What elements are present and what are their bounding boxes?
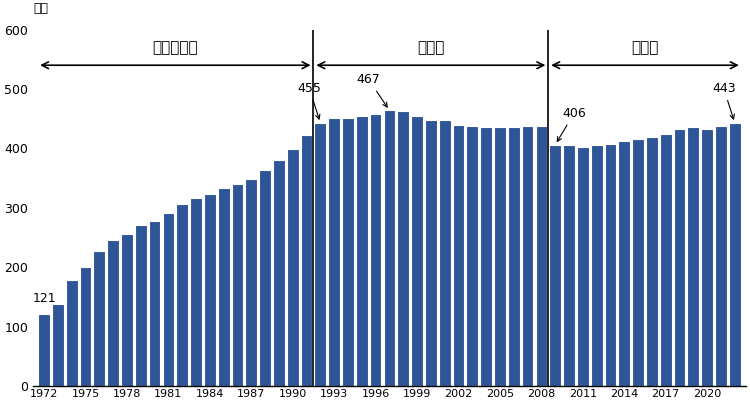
- Bar: [66, 280, 77, 386]
- Bar: [273, 160, 285, 386]
- Bar: [260, 170, 271, 386]
- Bar: [646, 137, 658, 386]
- Bar: [232, 184, 243, 386]
- Bar: [80, 267, 92, 386]
- Bar: [466, 126, 478, 386]
- Bar: [370, 114, 382, 386]
- Text: 406: 406: [557, 107, 586, 141]
- Bar: [508, 127, 520, 386]
- Bar: [356, 116, 368, 386]
- Bar: [674, 129, 686, 386]
- Text: 443: 443: [712, 82, 736, 119]
- Bar: [439, 120, 451, 386]
- Text: 停滞期: 停滞期: [417, 40, 445, 55]
- Bar: [94, 251, 105, 386]
- Bar: [342, 118, 354, 386]
- Bar: [411, 116, 423, 386]
- Bar: [38, 314, 50, 386]
- Bar: [632, 139, 644, 386]
- Bar: [190, 198, 202, 386]
- Bar: [217, 188, 229, 386]
- Bar: [688, 127, 699, 386]
- Bar: [549, 145, 561, 386]
- Text: 121: 121: [32, 292, 56, 305]
- Bar: [591, 145, 602, 386]
- Bar: [563, 145, 575, 386]
- Bar: [660, 134, 671, 386]
- Text: 455: 455: [297, 82, 321, 119]
- Bar: [604, 143, 616, 386]
- Bar: [328, 118, 340, 386]
- Bar: [453, 125, 464, 386]
- Bar: [176, 204, 188, 386]
- Bar: [121, 234, 133, 386]
- Bar: [107, 241, 119, 386]
- Bar: [494, 127, 506, 386]
- Bar: [135, 225, 147, 386]
- Bar: [398, 111, 409, 386]
- Bar: [301, 135, 313, 386]
- Text: 467: 467: [357, 73, 387, 107]
- Bar: [52, 304, 64, 386]
- Bar: [729, 123, 741, 386]
- Bar: [383, 110, 395, 386]
- Text: 回復期: 回復期: [632, 40, 658, 55]
- Bar: [286, 149, 298, 386]
- Bar: [245, 179, 257, 386]
- Bar: [536, 127, 548, 386]
- Bar: [619, 141, 630, 386]
- Bar: [522, 127, 533, 386]
- Text: 単調増加期: 単調増加期: [152, 40, 198, 55]
- Bar: [204, 194, 216, 386]
- Bar: [163, 213, 174, 386]
- Bar: [425, 120, 436, 386]
- Bar: [577, 147, 589, 386]
- Text: 万円: 万円: [33, 2, 48, 15]
- Bar: [148, 221, 160, 386]
- Bar: [715, 126, 727, 386]
- Bar: [314, 123, 326, 386]
- Bar: [701, 129, 713, 386]
- Bar: [480, 127, 492, 386]
